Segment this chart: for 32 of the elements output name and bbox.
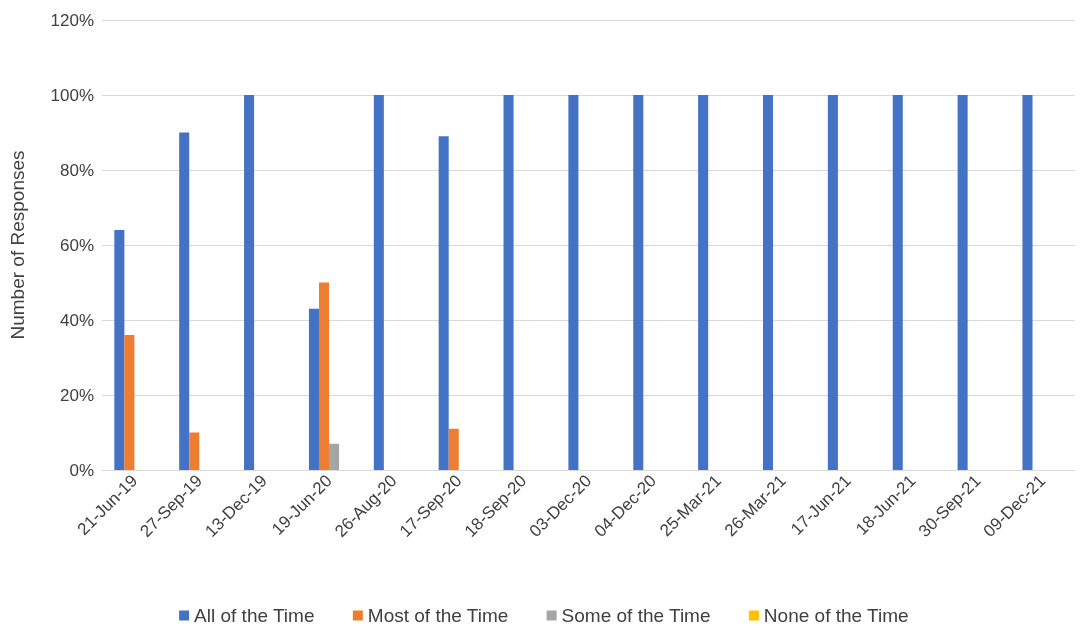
y-tick-label: 60% — [59, 235, 94, 255]
bar — [568, 95, 579, 470]
bar — [503, 95, 514, 470]
bar — [124, 335, 135, 470]
bar — [373, 95, 384, 470]
y-tick-label: 40% — [59, 310, 94, 330]
y-tick-label: 20% — [59, 385, 94, 405]
bar — [827, 95, 838, 470]
y-tick-label: 80% — [59, 160, 94, 180]
legend-label: All of the Time — [194, 605, 315, 626]
bar — [957, 95, 968, 470]
bar — [762, 95, 774, 470]
legend-label: None of the Time — [763, 605, 909, 626]
bar — [438, 136, 449, 470]
bar — [179, 132, 190, 470]
bar — [244, 95, 255, 470]
bar — [318, 282, 330, 470]
bar — [698, 95, 709, 470]
y-tick-label: 100% — [50, 85, 94, 105]
legend-label: Most of the Time — [367, 605, 509, 626]
bar — [448, 428, 459, 470]
legend-label: Some of the Time — [561, 605, 711, 626]
y-tick-label: 0% — [69, 460, 94, 480]
bar — [308, 308, 319, 470]
bar — [633, 95, 644, 470]
bar — [892, 95, 903, 470]
bar — [189, 432, 200, 470]
bar — [114, 230, 125, 470]
bar — [329, 443, 340, 470]
y-tick-label: 120% — [50, 10, 94, 30]
bar — [1022, 95, 1033, 470]
y-axis-title: Number of Responses — [7, 150, 28, 340]
